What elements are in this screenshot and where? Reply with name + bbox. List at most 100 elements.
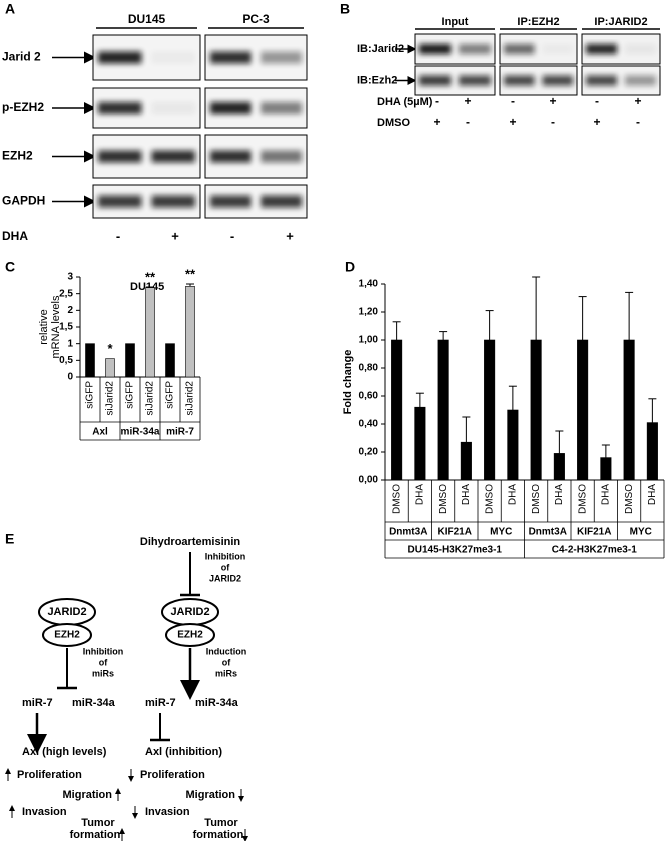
protein: EZH2	[177, 630, 203, 641]
y-tick-label: 1,00	[359, 335, 379, 346]
band	[459, 75, 491, 86]
mir: miR-34a	[72, 697, 116, 709]
error-bar	[508, 385, 517, 410]
x-tick-label: DHA	[415, 484, 426, 505]
bar	[484, 339, 496, 481]
sign: +	[509, 115, 516, 129]
band	[504, 75, 535, 86]
x-tick-label: DHA	[508, 484, 519, 505]
x-tick-label: siGFP	[125, 381, 136, 409]
effect-label: miRs	[92, 668, 114, 678]
y-tick-label: 2	[67, 305, 73, 316]
panel-label: C	[5, 259, 15, 275]
subgroup-label: Dnmt3A	[529, 527, 567, 538]
sign: -	[511, 94, 515, 108]
sign: +	[549, 94, 556, 108]
subgroup-label: Dnmt3A	[389, 527, 427, 538]
group-label: Axl	[92, 427, 108, 438]
x-tick-label: siJarid2	[105, 381, 116, 416]
column-header: Input	[442, 16, 469, 28]
outcome: Tumor	[204, 817, 238, 829]
group-label: C4-2-H3K27me3-1	[552, 545, 637, 556]
sign: +	[634, 94, 641, 108]
treatment-label: DHA	[2, 229, 28, 243]
bar	[460, 441, 472, 481]
error-bar	[439, 331, 448, 340]
subgroup-label: KIF21A	[438, 527, 472, 538]
error-bar	[555, 430, 564, 454]
target: Axl (high levels)	[22, 746, 107, 758]
bar	[646, 422, 658, 481]
sign: -	[551, 115, 555, 129]
bar	[105, 358, 115, 378]
group-label: DU145-H3K27me3-1	[408, 545, 503, 556]
bar	[507, 409, 519, 481]
y-axis-label: Fold change	[342, 350, 354, 415]
effect-label: JARID2	[209, 573, 241, 583]
bar	[600, 457, 612, 481]
mir: miR-7	[22, 697, 53, 709]
y-tick-label: 0	[67, 372, 73, 383]
blot-row-label: GAPDH	[2, 194, 45, 208]
effect-label: of	[221, 562, 230, 572]
sign: +	[464, 94, 471, 108]
column-header: IP:JARID2	[594, 16, 647, 28]
band	[210, 102, 251, 114]
x-tick-label: DMSO	[624, 484, 635, 514]
sign: -	[116, 228, 120, 243]
bar	[185, 286, 195, 378]
band	[151, 195, 195, 208]
band	[261, 51, 302, 64]
drug: Dihydroartemisinin	[140, 536, 241, 548]
x-tick-label: DMSO	[577, 484, 588, 514]
sign: +	[433, 115, 440, 129]
error-bar	[186, 283, 194, 287]
bar	[145, 287, 155, 378]
error-bar	[532, 276, 541, 340]
protein: JARID2	[47, 606, 86, 618]
outcome: Invasion	[145, 806, 190, 818]
band	[151, 51, 195, 64]
x-tick-label: siJarid2	[145, 381, 156, 416]
y-tick-label: 3	[67, 272, 73, 283]
panel-label: B	[340, 1, 350, 17]
y-axis-label: mRNA levels	[50, 295, 62, 358]
y-axis-label: relative	[38, 309, 50, 344]
band	[504, 44, 535, 54]
band	[98, 150, 142, 163]
band	[625, 75, 656, 86]
bar	[553, 453, 565, 481]
error-bar	[625, 291, 634, 340]
band	[261, 150, 302, 163]
bar	[165, 343, 175, 378]
band	[151, 102, 195, 114]
outcome: Proliferation	[17, 769, 82, 781]
band	[261, 195, 302, 208]
band	[210, 51, 251, 64]
bar	[623, 339, 635, 481]
sign: -	[466, 115, 470, 129]
group-label: miR-7	[166, 427, 194, 438]
condition-label: DMSO	[377, 117, 410, 129]
y-tick-label: 2,5	[59, 288, 73, 299]
band	[98, 195, 142, 208]
y-tick-label: 1,20	[359, 307, 379, 318]
error-bar	[146, 286, 154, 288]
significance: *	[107, 341, 113, 356]
subgroup-label: MYC	[630, 527, 652, 538]
blot-row-label: IB:Jarid2	[357, 43, 404, 55]
condition-label: DHA (5µM)	[377, 96, 433, 108]
cell-line: DU145	[128, 12, 166, 26]
bar	[125, 343, 135, 378]
blot-row-label: p-EZH2	[2, 100, 44, 114]
effect-label: Inhibition	[205, 551, 246, 561]
sign: -	[636, 115, 640, 129]
y-tick-label: 1	[67, 338, 73, 349]
significance: **	[145, 269, 156, 284]
band	[459, 44, 491, 54]
y-tick-label: 0,40	[359, 419, 379, 430]
effect-label: Induction	[206, 646, 247, 656]
x-tick-label: siJarid2	[185, 381, 196, 416]
subgroup-label: MYC	[490, 527, 512, 538]
